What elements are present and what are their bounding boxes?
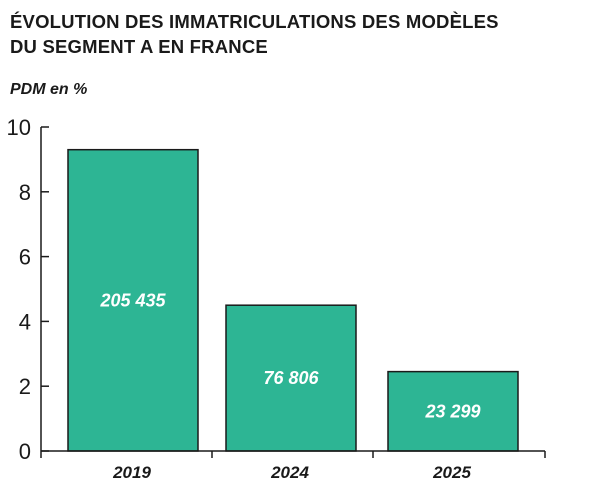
y-tick-label-10: 10 <box>7 115 31 140</box>
bar-value-label-2024: 76 806 <box>263 368 319 388</box>
x-tick-label-2024: 2024 <box>270 463 309 482</box>
x-tick-label-2025: 2025 <box>432 463 471 482</box>
y-tick-label-0: 0 <box>19 439 31 464</box>
chart-title: ÉVOLUTION DES IMMATRICULATIONS DES MODÈL… <box>10 9 570 59</box>
bar-2025 <box>387 370 519 452</box>
chart-title-line-2: DU SEGMENT A EN FRANCE <box>10 36 268 57</box>
y-tick-label-6: 6 <box>19 245 31 270</box>
bar-value-label-2025: 23 299 <box>424 401 480 421</box>
chart-title-line-1: ÉVOLUTION DES IMMATRICULATIONS DES MODÈL… <box>10 11 499 32</box>
bar-2019 <box>67 148 199 452</box>
y-tick-label-2: 2 <box>19 374 31 399</box>
bar-value-label-2019: 205 435 <box>99 290 166 310</box>
y-tick-label-8: 8 <box>19 180 31 205</box>
y-axis-unit-label: PDM en % <box>10 81 88 98</box>
x-tick-label-2019: 2019 <box>112 463 151 482</box>
y-tick-label-4: 4 <box>19 309 31 334</box>
